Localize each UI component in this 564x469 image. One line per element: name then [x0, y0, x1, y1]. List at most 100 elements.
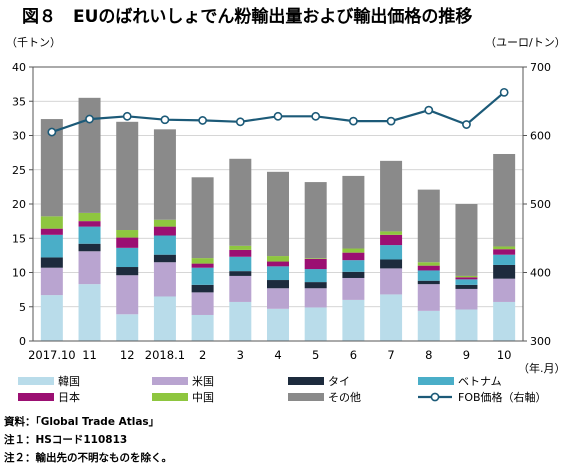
bar-segment-2-13: [493, 278, 516, 302]
bar-segment-5-5: [191, 263, 214, 268]
legend-label-8: FOB価格（右軸）: [458, 390, 547, 404]
bar-segment-1-9: [342, 299, 365, 341]
x-tick-8: 5: [312, 348, 319, 362]
bar-segment-7-10: [380, 160, 403, 232]
bar-segment-7-2: [78, 97, 101, 213]
bar-segment-5-1: [40, 228, 63, 235]
bar-segment-1-3: [116, 314, 139, 341]
y-left-tick-0: 0: [19, 335, 26, 348]
bar-segment-2-1: [40, 267, 63, 296]
bar-segment-1-5: [191, 314, 214, 341]
bar-segment-6-13: [493, 246, 516, 250]
bar-segment-6-12: [455, 275, 478, 278]
bar-segment-5-2: [78, 221, 101, 227]
x-tick-9: 6: [350, 348, 357, 362]
legend-label-7: その他: [328, 391, 361, 404]
bar-segment-2-8: [304, 288, 327, 308]
bar-segment-1-2: [78, 284, 101, 341]
source-note: 資料：「Global Trade Atlas」: [4, 415, 159, 428]
bar-segment-5-6: [229, 249, 252, 257]
y-left-tick-35: 35: [12, 95, 26, 108]
bar-segment-2-2: [78, 251, 101, 285]
bar-segment-6-9: [342, 248, 365, 253]
x-tick-3: 12: [120, 348, 135, 362]
bar-segment-5-11: [417, 265, 440, 271]
bar-segment-3-9: [342, 271, 365, 278]
bar-segment-2-7: [267, 288, 289, 309]
x-tick-5: 2: [199, 348, 206, 362]
fob-price-point-6: [235, 117, 245, 127]
bar-segment-2-5: [191, 292, 214, 315]
fob-price-point-4: [160, 115, 170, 125]
bar-segment-3-11: [417, 280, 440, 285]
chart-title: 図８ EUのばれいしょでん粉輸出量および輸出価格の推移: [22, 6, 472, 27]
bar-segment-4-8: [304, 269, 327, 283]
bar-segment-3-2: [78, 243, 101, 252]
x-axis-unit-label: （年.月）: [518, 361, 564, 375]
y-right-tick-300: 300: [530, 335, 551, 348]
bar-segment-4-10: [380, 245, 403, 260]
legend-swatch-4: [418, 377, 454, 385]
bar-segment-1-8: [304, 307, 327, 341]
bar-segment-6-5: [191, 258, 214, 264]
y-right-unit-label: （ユーロ/トン）: [485, 36, 564, 49]
bar-segment-1-4: [153, 296, 176, 341]
legend-label-3: タイ: [328, 375, 350, 388]
bar-segment-4-12: [455, 279, 478, 285]
bar-segment-6-6: [229, 245, 252, 250]
bar-segment-3-4: [153, 254, 176, 263]
fob-price-line: [47, 87, 509, 137]
bar-segment-5-13: [493, 249, 516, 255]
bar-segment-5-10: [380, 234, 403, 246]
bar-segment-7-8: [304, 182, 327, 259]
legend-item-8: FOB価格（右軸）: [418, 390, 547, 404]
bar-segment-7-5: [191, 177, 214, 259]
bar-segment-2-6: [229, 275, 252, 302]
bar-segment-5-3: [116, 237, 139, 248]
legend-label-1: 韓国: [58, 375, 80, 388]
bar-segment-4-9: [342, 260, 365, 272]
note-2: 注２：輸出先の不明なものを除く。: [4, 451, 172, 464]
bar-segment-4-4: [153, 235, 176, 255]
x-tick-6: 3: [237, 348, 244, 362]
legend-swatch-7: [288, 393, 324, 401]
bar-segment-5-7: [267, 261, 289, 267]
legend-label-2: 米国: [192, 375, 214, 388]
fob-price-point-7: [273, 111, 283, 121]
bar-segment-1-12: [455, 309, 478, 341]
fob-price-point-13: [499, 87, 509, 97]
legend-swatch-6: [152, 393, 188, 401]
x-tick-7: 4: [274, 348, 281, 362]
x-tick-11: 8: [425, 348, 432, 362]
bar-segment-7-4: [153, 129, 176, 220]
bar-segment-1-10: [380, 294, 403, 341]
bar-segment-1-11: [417, 310, 440, 341]
bar-segment-7-7: [267, 171, 289, 257]
y-left-tick-15: 15: [12, 232, 26, 245]
legend-item-5: 日本: [18, 390, 80, 404]
bar-segment-2-11: [417, 284, 440, 311]
bar-segment-3-10: [380, 259, 403, 269]
bar-segment-2-10: [380, 268, 403, 295]
bar-segment-6-3: [116, 230, 139, 238]
fob-price-point-3: [122, 111, 132, 121]
bar-segment-2-4: [153, 262, 176, 297]
fob-price-point-5: [198, 116, 208, 125]
bar-segment-3-13: [493, 264, 516, 279]
fob-price-point-9: [348, 116, 358, 126]
bar-stacks: [40, 97, 516, 341]
bar-segment-3-6: [229, 271, 252, 276]
y-left-tick-40: 40: [12, 61, 26, 74]
fob-price-point-1: [47, 127, 57, 137]
bar-segment-4-7: [267, 266, 289, 281]
legend-label-5: 日本: [58, 390, 80, 404]
bar-segment-4-2: [78, 226, 101, 244]
y-left-unit-label: （千トン）: [6, 36, 61, 49]
y-left-tick-20: 20: [12, 198, 26, 211]
legend-item-4: ベトナム: [418, 375, 502, 388]
bar-segment-1-13: [493, 301, 516, 341]
legend-swatch-3: [288, 377, 324, 385]
bar-segment-4-5: [191, 267, 214, 285]
